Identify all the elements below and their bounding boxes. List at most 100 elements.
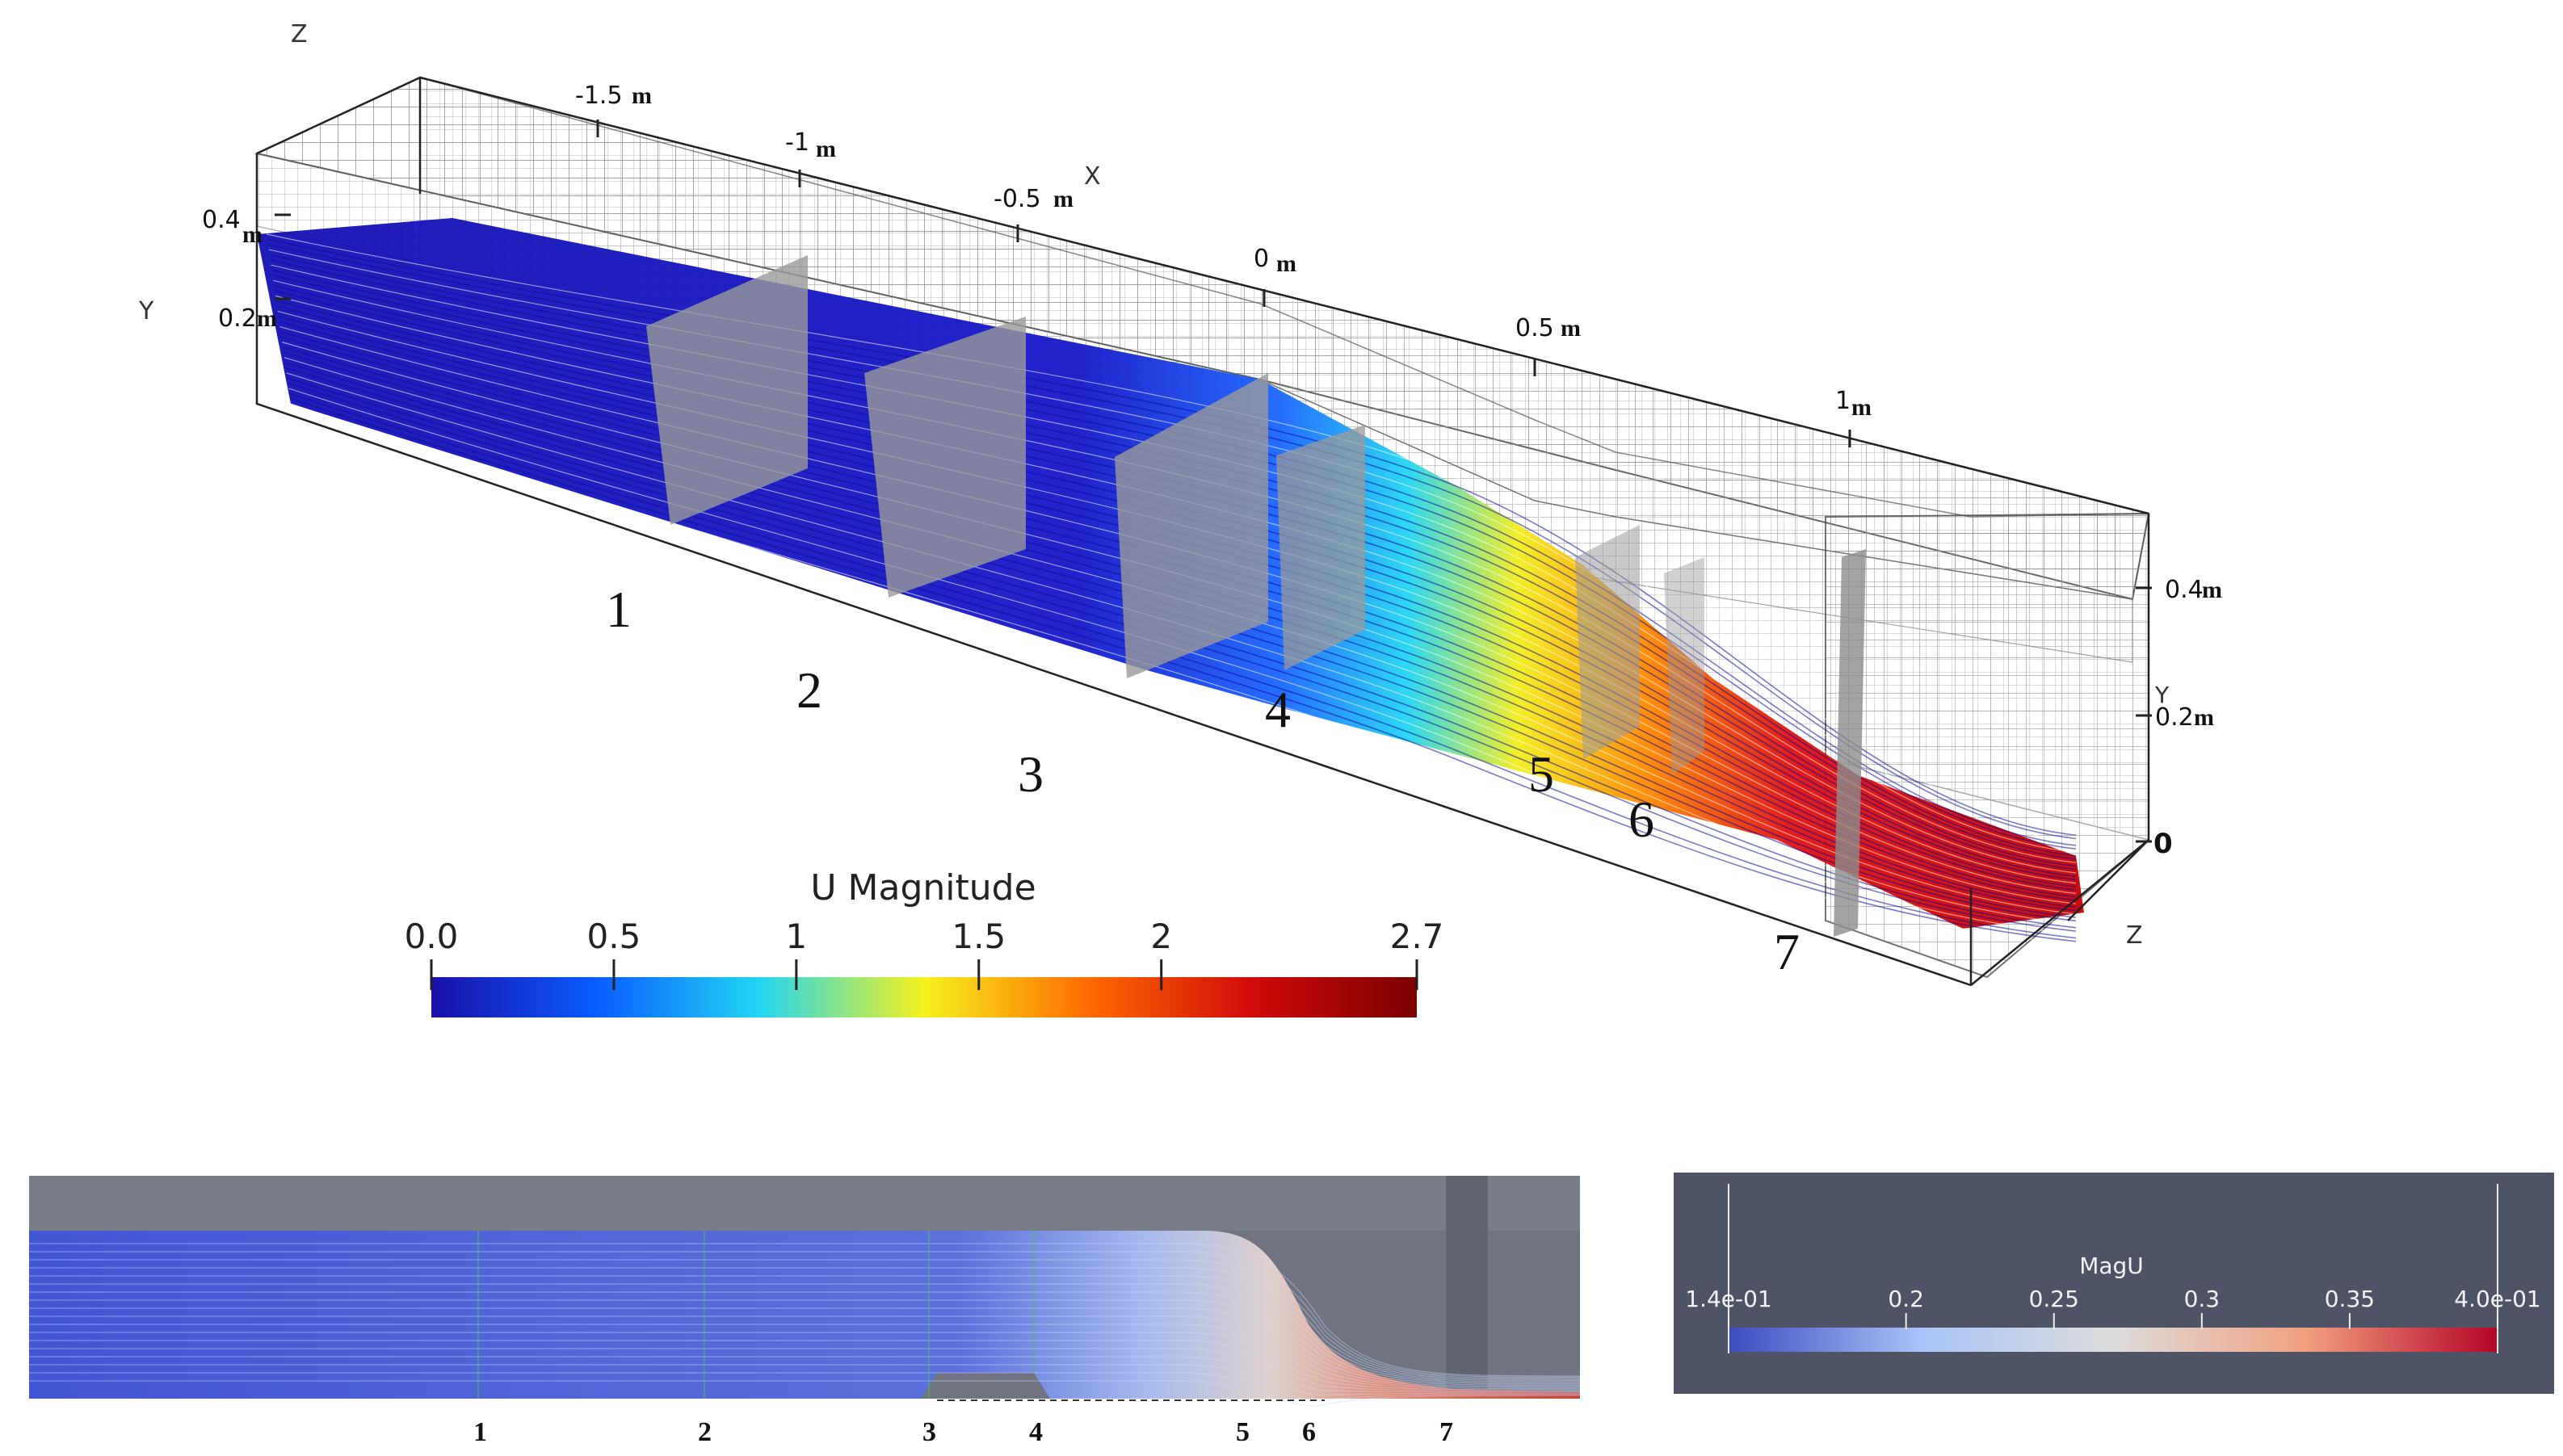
- section-label-6: 6: [1628, 791, 1654, 848]
- flume-3d-view: Z Y X Y Z -1.5 m -1 m -0.5 m 0 m: [138, 20, 2222, 987]
- svg-text:m: m: [632, 82, 652, 109]
- svg-text:1: 1: [1835, 387, 1851, 415]
- side-section-label-1: 1: [473, 1417, 487, 1447]
- section-plane-5: [1575, 525, 1640, 759]
- svg-text:m: m: [242, 221, 263, 248]
- axis-label-z-right: Z: [2126, 921, 2143, 950]
- colorbar2-tick-label: 0.2: [1888, 1286, 1924, 1312]
- side-streamline: [29, 1372, 1581, 1401]
- y-left-ticks: [275, 213, 291, 300]
- section-label-7: 7: [1774, 923, 1800, 980]
- colorbar-u-magnitude: U Magnitude 0.0 0.5 1 1.5 2 2.7: [405, 867, 1444, 1018]
- colorbar1-gradient: [431, 977, 1417, 1018]
- axis-label-x: X: [1084, 162, 1101, 191]
- x-tick-5: 0.5 m: [1515, 314, 1581, 342]
- y-left-tick-1: 0.4 m: [202, 206, 263, 248]
- side-view-outlet-block: [1446, 1176, 1488, 1399]
- colorbar1-tick-label: 0.0: [405, 917, 459, 956]
- side-streamline: [29, 1324, 1581, 1388]
- colorbar1-tick-label: 2.7: [1390, 917, 1444, 956]
- section-plane-3: [1115, 373, 1268, 678]
- x-axis-ticks: [596, 120, 1851, 447]
- section-plane-6: [1664, 557, 1704, 775]
- section-planes: [646, 255, 1866, 937]
- x-tick-2: -1 m: [785, 128, 836, 162]
- side-streamline: [29, 1243, 1581, 1377]
- side-streamline: [29, 1356, 1581, 1393]
- side-streamline: [29, 1251, 1581, 1378]
- x-tick-1: -1.5 m: [575, 82, 652, 110]
- colorbar1-tick-label: 0.5: [587, 917, 641, 956]
- section-label-3: 3: [1018, 745, 1044, 803]
- section-plane-7: [1834, 549, 1866, 937]
- colorbar1-tick-label: 1.5: [952, 917, 1006, 956]
- section-label-1: 1: [606, 581, 632, 638]
- side-streamline: [29, 1380, 1581, 1407]
- svg-text:0.4: 0.4: [202, 206, 241, 234]
- y-right-ticks: [2136, 586, 2152, 843]
- side-streamline: [29, 1348, 1581, 1391]
- svg-text:m: m: [1053, 186, 1074, 212]
- svg-text:-1: -1: [785, 128, 809, 157]
- side-section-label-3: 3: [922, 1417, 936, 1447]
- side-view-upper-band: [29, 1176, 1580, 1231]
- colorbar1-title: U Magnitude: [810, 867, 1036, 908]
- box-outline: [255, 76, 2150, 987]
- side-section-label-2: 2: [698, 1417, 712, 1447]
- side-view-section-lines: [477, 1231, 1035, 1399]
- colorbar1-tick-label: 1: [785, 917, 807, 956]
- colorbar2-tick-label: 1.4e-01: [1685, 1286, 1772, 1312]
- side-section-label-6: 6: [1302, 1417, 1316, 1447]
- colorbar2-tick-label: 0.35: [2325, 1286, 2375, 1312]
- svg-text:m: m: [2194, 704, 2214, 731]
- svg-text:m: m: [257, 305, 277, 332]
- y-right-tick-3: 0: [2153, 828, 2173, 860]
- side-streamline: [29, 1307, 1581, 1386]
- section-label-5: 5: [1528, 745, 1554, 803]
- y-right-tick-2: 0.2 m: [2155, 703, 2214, 732]
- svg-text:-1.5: -1.5: [575, 82, 623, 110]
- svg-text:0.2: 0.2: [2155, 703, 2194, 732]
- svg-text:m: m: [816, 136, 836, 162]
- side-section-label-7: 7: [1439, 1417, 1453, 1447]
- axis-label-y-right: Y: [2154, 682, 2170, 708]
- y-left-tick-2: 0.2 m: [218, 304, 277, 333]
- side-streamline: [29, 1332, 1581, 1390]
- svg-text:m: m: [1561, 315, 1581, 342]
- axis-label-z-top: Z: [291, 20, 308, 48]
- side-streamline: [29, 1275, 1581, 1382]
- colorbar1-ticks: 0.0 0.5 1 1.5 2 2.7: [405, 917, 1444, 990]
- colorbar2-tick-label: 4.0e-01: [2454, 1286, 2541, 1312]
- x-tick-4: 0 m: [1254, 245, 1296, 277]
- side-section-label-4: 4: [1029, 1417, 1043, 1447]
- section-label-4: 4: [1265, 681, 1291, 738]
- section-label-2: 2: [796, 661, 822, 719]
- side-streamline: [29, 1283, 1581, 1383]
- y-right-tick-1: 0.4 m: [2165, 576, 2222, 604]
- svg-text:0.2: 0.2: [218, 304, 257, 333]
- colorbar2-tick-label: 0.25: [2029, 1286, 2079, 1312]
- svg-text:0.5: 0.5: [1515, 314, 1554, 342]
- side-streamline: [29, 1340, 1581, 1391]
- svg-text:m: m: [1851, 394, 1872, 421]
- svg-text:0: 0: [1254, 245, 1269, 273]
- side-streamline: [29, 1364, 1581, 1396]
- section-plane-1: [646, 255, 808, 525]
- colorbar2-gradient: [1729, 1328, 2498, 1352]
- side-view-streamlines: [29, 1243, 1581, 1407]
- x-tick-6: 1 m: [1835, 387, 1872, 421]
- axis-label-y-left: Y: [138, 297, 154, 325]
- colorbar2-tick-label: 0.3: [2184, 1286, 2221, 1312]
- side-streamline: [29, 1267, 1581, 1380]
- colorbar2-title: MagU: [2079, 1252, 2144, 1279]
- svg-text:m: m: [1276, 250, 1296, 277]
- colorbar-magu-panel: MagU 1.4e-01 0.2 0.25 0.3 0.35 4.0e-01: [1674, 1173, 2554, 1394]
- svg-text:m: m: [2202, 577, 2222, 603]
- side-view-flow-region: [29, 1231, 1580, 1399]
- colorbar2-background: [1674, 1173, 2554, 1394]
- side-streamline: [29, 1315, 1581, 1387]
- x-tick-3: -0.5 m: [994, 185, 1074, 213]
- colorbar1-tick-label: 2: [1150, 917, 1172, 956]
- section-plane-2: [864, 317, 1026, 598]
